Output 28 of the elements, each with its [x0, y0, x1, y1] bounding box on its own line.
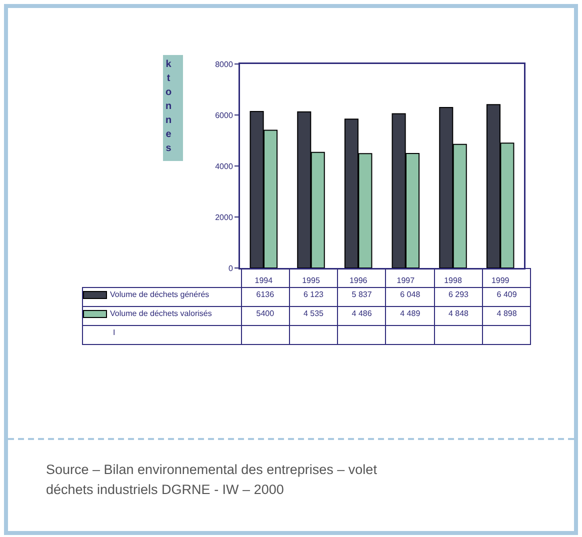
- data-label: 6136: [241, 288, 290, 306]
- source-note: Source – Bilan environnemental des entreprises – volet déchets industriels DGRNE - IW – 2000: [46, 461, 378, 499]
- data-label: 4 486: [338, 306, 386, 326]
- data-label: 4 848: [434, 306, 483, 326]
- data-label: 4 489: [386, 306, 434, 326]
- x-tick-label: 1994: [254, 276, 274, 286]
- x-tick-label: 1999: [491, 276, 510, 286]
- data-label: 4 535: [289, 306, 338, 326]
- empty-table-row: I: [82, 326, 531, 344]
- y-tick-label: 4000: [215, 162, 234, 171]
- data-label: 6 123: [289, 288, 338, 306]
- y-axis-title: ktonnes: [163, 55, 183, 161]
- x-tick-label: 1995: [302, 276, 320, 286]
- x-tick-label: 1998: [444, 276, 462, 286]
- y-tick-label: 2000: [215, 212, 234, 222]
- y-tick-label: 6000: [215, 110, 234, 120]
- data-label: 6 293: [434, 288, 483, 306]
- data-label: 5 837: [338, 288, 386, 306]
- data-label: 5400: [241, 306, 290, 326]
- data-label: 6 409: [482, 288, 531, 306]
- data-label: 4 898: [482, 306, 531, 326]
- data-label: 6 048: [386, 288, 434, 306]
- legend-label: Volume de déchets valorisés: [82, 306, 241, 326]
- legend-label: Volume de déchets générés: [82, 288, 241, 306]
- y-tick-label: 8000: [215, 60, 234, 69]
- y-tick-label: 0: [228, 264, 234, 273]
- x-tick-label: 1997: [396, 276, 416, 286]
- x-tick-label: 1996: [349, 276, 368, 286]
